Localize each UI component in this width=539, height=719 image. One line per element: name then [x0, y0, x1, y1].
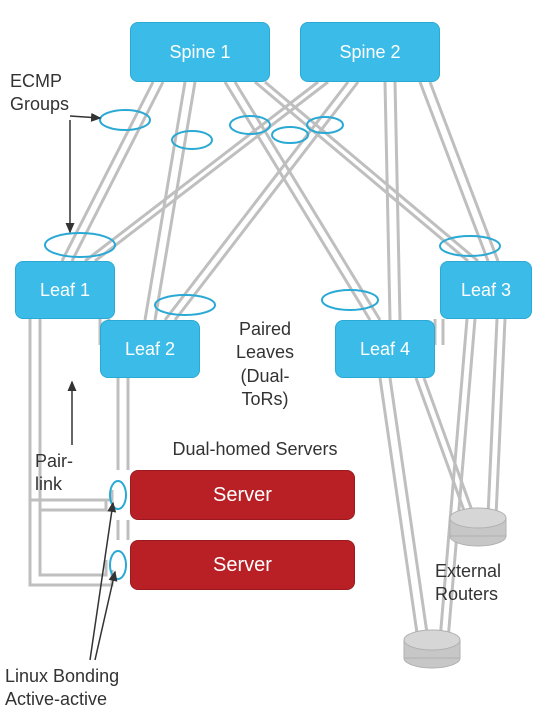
spine1-node: Spine 1 — [130, 22, 270, 82]
dualhomed-label: Dual-homed Servers — [140, 438, 370, 461]
bonding-text: Linux BondingActive-active — [5, 666, 119, 709]
bonding-label: Linux BondingActive-active — [5, 665, 175, 712]
spine2-label: Spine 2 — [339, 42, 400, 63]
paired-text: PairedLeaves(Dual-ToRs) — [236, 319, 294, 409]
spine2-node: Spine 2 — [300, 22, 440, 82]
diagram-canvas: Spine 1 Spine 2 Leaf 1 Leaf 2 Leaf 3 Lea… — [0, 0, 539, 719]
pairlink-text: Pair-link — [35, 451, 73, 494]
paired-leaves-label: PairedLeaves(Dual-ToRs) — [215, 318, 315, 412]
pairlink-label: Pair-link — [35, 450, 95, 497]
leaf2-node: Leaf 2 — [100, 320, 200, 378]
external-routers-label: ExternalRouters — [435, 560, 539, 607]
server1-node: Server — [130, 470, 355, 520]
leaf2-label: Leaf 2 — [125, 339, 175, 360]
spine1-label: Spine 1 — [169, 42, 230, 63]
leaf3-label: Leaf 3 — [461, 280, 511, 301]
server2-label: Server — [213, 554, 272, 577]
ecmp-text: ECMPGroups — [10, 71, 69, 114]
leaf4-node: Leaf 4 — [335, 320, 435, 378]
dualhomed-text: Dual-homed Servers — [172, 439, 337, 459]
server1-label: Server — [213, 484, 272, 507]
ecmp-label: ECMPGroups — [10, 70, 100, 117]
leaf1-label: Leaf 1 — [40, 280, 90, 301]
external-text: ExternalRouters — [435, 561, 501, 604]
leaf4-label: Leaf 4 — [360, 339, 410, 360]
server2-node: Server — [130, 540, 355, 590]
leaf1-node: Leaf 1 — [15, 261, 115, 319]
leaf3-node: Leaf 3 — [440, 261, 532, 319]
